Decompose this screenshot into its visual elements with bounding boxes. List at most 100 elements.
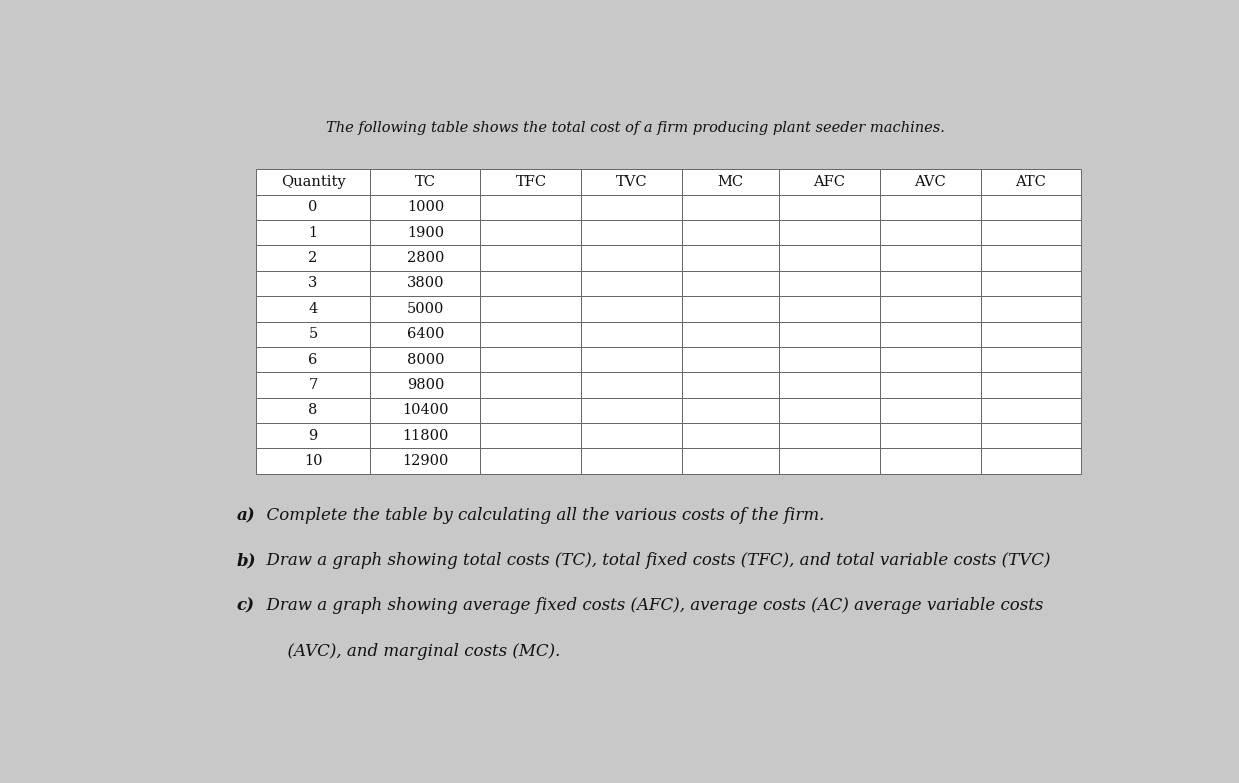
Bar [581, 398, 683, 423]
Bar [980, 169, 1082, 195]
Bar [778, 398, 880, 423]
Bar [581, 372, 683, 398]
Bar [880, 296, 980, 322]
Bar [683, 169, 778, 195]
Bar [255, 398, 370, 423]
Bar [778, 449, 880, 474]
Bar [880, 271, 980, 296]
Bar [481, 296, 581, 322]
Bar [481, 195, 581, 220]
Bar [370, 169, 481, 195]
Bar [370, 322, 481, 347]
Text: MC: MC [717, 175, 743, 189]
Bar [255, 423, 370, 449]
Bar [481, 423, 581, 449]
Text: b): b) [237, 552, 256, 569]
Bar [980, 195, 1082, 220]
Bar [880, 220, 980, 245]
Text: 10400: 10400 [403, 403, 449, 417]
Text: 12900: 12900 [403, 454, 449, 468]
Bar [370, 195, 481, 220]
Text: 11800: 11800 [403, 429, 449, 442]
Bar [683, 271, 778, 296]
Text: 1000: 1000 [406, 200, 444, 215]
Bar [683, 398, 778, 423]
Bar [370, 372, 481, 398]
Bar [581, 245, 683, 271]
Text: 5: 5 [309, 327, 317, 341]
Text: TFC: TFC [515, 175, 546, 189]
Bar [778, 347, 880, 372]
Bar [481, 322, 581, 347]
Bar [370, 220, 481, 245]
Text: Quantity: Quantity [281, 175, 346, 189]
Bar [581, 347, 683, 372]
Bar [581, 423, 683, 449]
Text: 8000: 8000 [406, 352, 445, 366]
Bar [581, 322, 683, 347]
Text: 7: 7 [309, 378, 317, 392]
Text: Complete the table by calculating all the various costs of the firm.: Complete the table by calculating all th… [255, 507, 824, 524]
Text: Draw a graph showing total costs (TC), total fixed costs (TFC), and total variab: Draw a graph showing total costs (TC), t… [255, 552, 1051, 569]
Bar [370, 347, 481, 372]
Bar [980, 423, 1082, 449]
Text: TVC: TVC [616, 175, 648, 189]
Bar [880, 398, 980, 423]
Bar [581, 169, 683, 195]
Bar [980, 322, 1082, 347]
Bar [980, 296, 1082, 322]
Text: The following table shows the total cost of a firm producing plant seeder machin: The following table shows the total cost… [326, 121, 944, 135]
Text: a): a) [237, 507, 255, 524]
Bar [980, 245, 1082, 271]
Bar [370, 398, 481, 423]
Bar [778, 423, 880, 449]
Text: 0: 0 [309, 200, 317, 215]
Bar [683, 423, 778, 449]
Bar [683, 245, 778, 271]
Text: 9800: 9800 [406, 378, 444, 392]
Text: ATC: ATC [1016, 175, 1047, 189]
Bar [370, 245, 481, 271]
Bar [880, 322, 980, 347]
Bar [778, 372, 880, 398]
Bar [980, 449, 1082, 474]
Bar [370, 296, 481, 322]
Bar [683, 347, 778, 372]
Bar [481, 372, 581, 398]
Text: (AVC), and marginal costs (MC).: (AVC), and marginal costs (MC). [255, 643, 560, 659]
Bar [778, 271, 880, 296]
Bar [481, 245, 581, 271]
Bar [778, 169, 880, 195]
Bar [778, 322, 880, 347]
Bar [880, 372, 980, 398]
Bar [880, 347, 980, 372]
Text: 1: 1 [309, 226, 317, 240]
Bar [980, 271, 1082, 296]
Bar [255, 296, 370, 322]
Bar [370, 271, 481, 296]
Bar [581, 296, 683, 322]
Bar [683, 220, 778, 245]
Bar [370, 423, 481, 449]
Bar [980, 347, 1082, 372]
Bar [778, 245, 880, 271]
Text: TC: TC [415, 175, 436, 189]
Bar [980, 220, 1082, 245]
Bar [683, 322, 778, 347]
Bar [980, 372, 1082, 398]
Bar [683, 372, 778, 398]
Text: Draw a graph showing average fixed costs (AFC), average costs (AC) average varia: Draw a graph showing average fixed costs… [255, 597, 1043, 615]
Text: 9: 9 [309, 429, 317, 442]
Bar [255, 347, 370, 372]
Text: c): c) [237, 597, 254, 615]
Text: 10: 10 [304, 454, 322, 468]
Bar [255, 449, 370, 474]
Bar [581, 271, 683, 296]
Bar [778, 296, 880, 322]
Text: 2800: 2800 [406, 251, 444, 265]
Bar [880, 245, 980, 271]
Text: 2: 2 [309, 251, 317, 265]
Bar [683, 449, 778, 474]
Bar [370, 449, 481, 474]
Bar [481, 169, 581, 195]
